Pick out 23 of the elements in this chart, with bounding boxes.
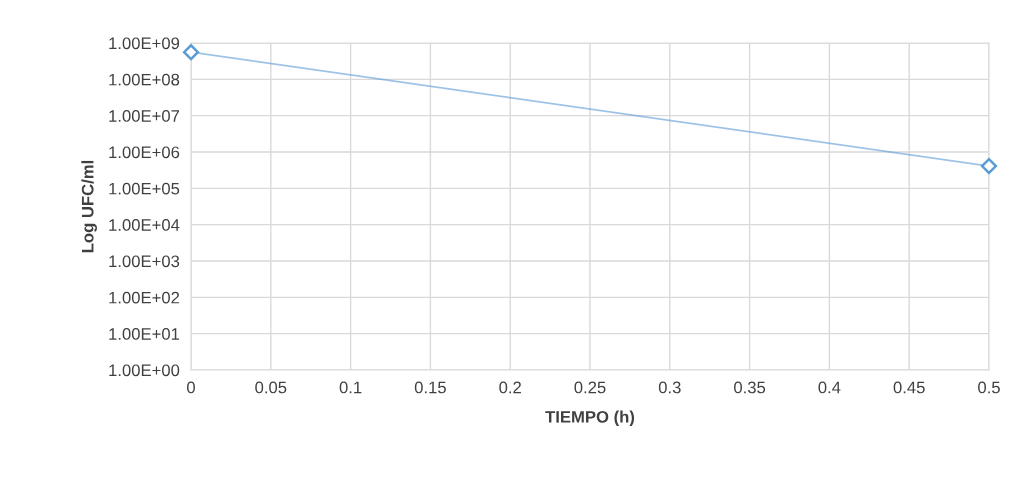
- y-tick-label: 1.00E+00: [109, 364, 180, 377]
- x-tick-label: 0.35: [734, 381, 766, 394]
- x-tick-label: 0: [187, 381, 195, 394]
- x-tick-label: 0.5: [978, 381, 1000, 394]
- x-tick-label: 0.3: [658, 381, 681, 394]
- y-tick-label: 1.00E+08: [109, 73, 180, 86]
- y-tick-label: 1.00E+09: [109, 37, 180, 50]
- y-tick-label: 1.00E+04: [109, 219, 180, 231]
- y-tick-label: 1.00E+06: [109, 146, 180, 159]
- x-tick-label: 0.45: [893, 381, 925, 394]
- y-tick-label: 1.00E+01: [109, 328, 180, 340]
- x-axis-title: TIEMPO (h): [545, 410, 635, 427]
- x-tick-label: 0.05: [255, 381, 287, 394]
- x-tick-label: 0.2: [499, 381, 521, 394]
- y-tick-label: 1.00E+02: [109, 291, 180, 304]
- y-axis-title: Log UFC/ml: [81, 160, 97, 253]
- x-tick-label: 0.25: [574, 381, 606, 394]
- y-tick-label: 1.00E+07: [109, 110, 180, 122]
- y-tick-label: 1.00E+03: [109, 255, 180, 268]
- x-tick-label: 0.4: [818, 381, 841, 394]
- x-tick-label: 0.1: [339, 381, 362, 394]
- y-tick-label: 1.00E+05: [109, 182, 180, 195]
- x-tick-label: 0.15: [414, 381, 446, 394]
